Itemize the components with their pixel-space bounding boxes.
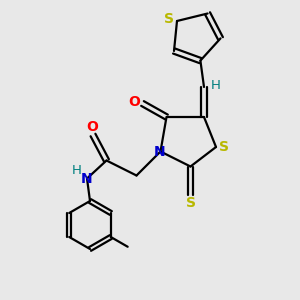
Text: O: O — [86, 120, 98, 134]
Text: H: H — [211, 79, 220, 92]
Text: S: S — [186, 196, 196, 210]
Text: S: S — [164, 13, 174, 26]
Text: H: H — [72, 164, 81, 178]
Text: O: O — [128, 95, 140, 109]
Text: S: S — [219, 140, 230, 154]
Text: N: N — [81, 172, 92, 186]
Text: N: N — [154, 145, 166, 159]
